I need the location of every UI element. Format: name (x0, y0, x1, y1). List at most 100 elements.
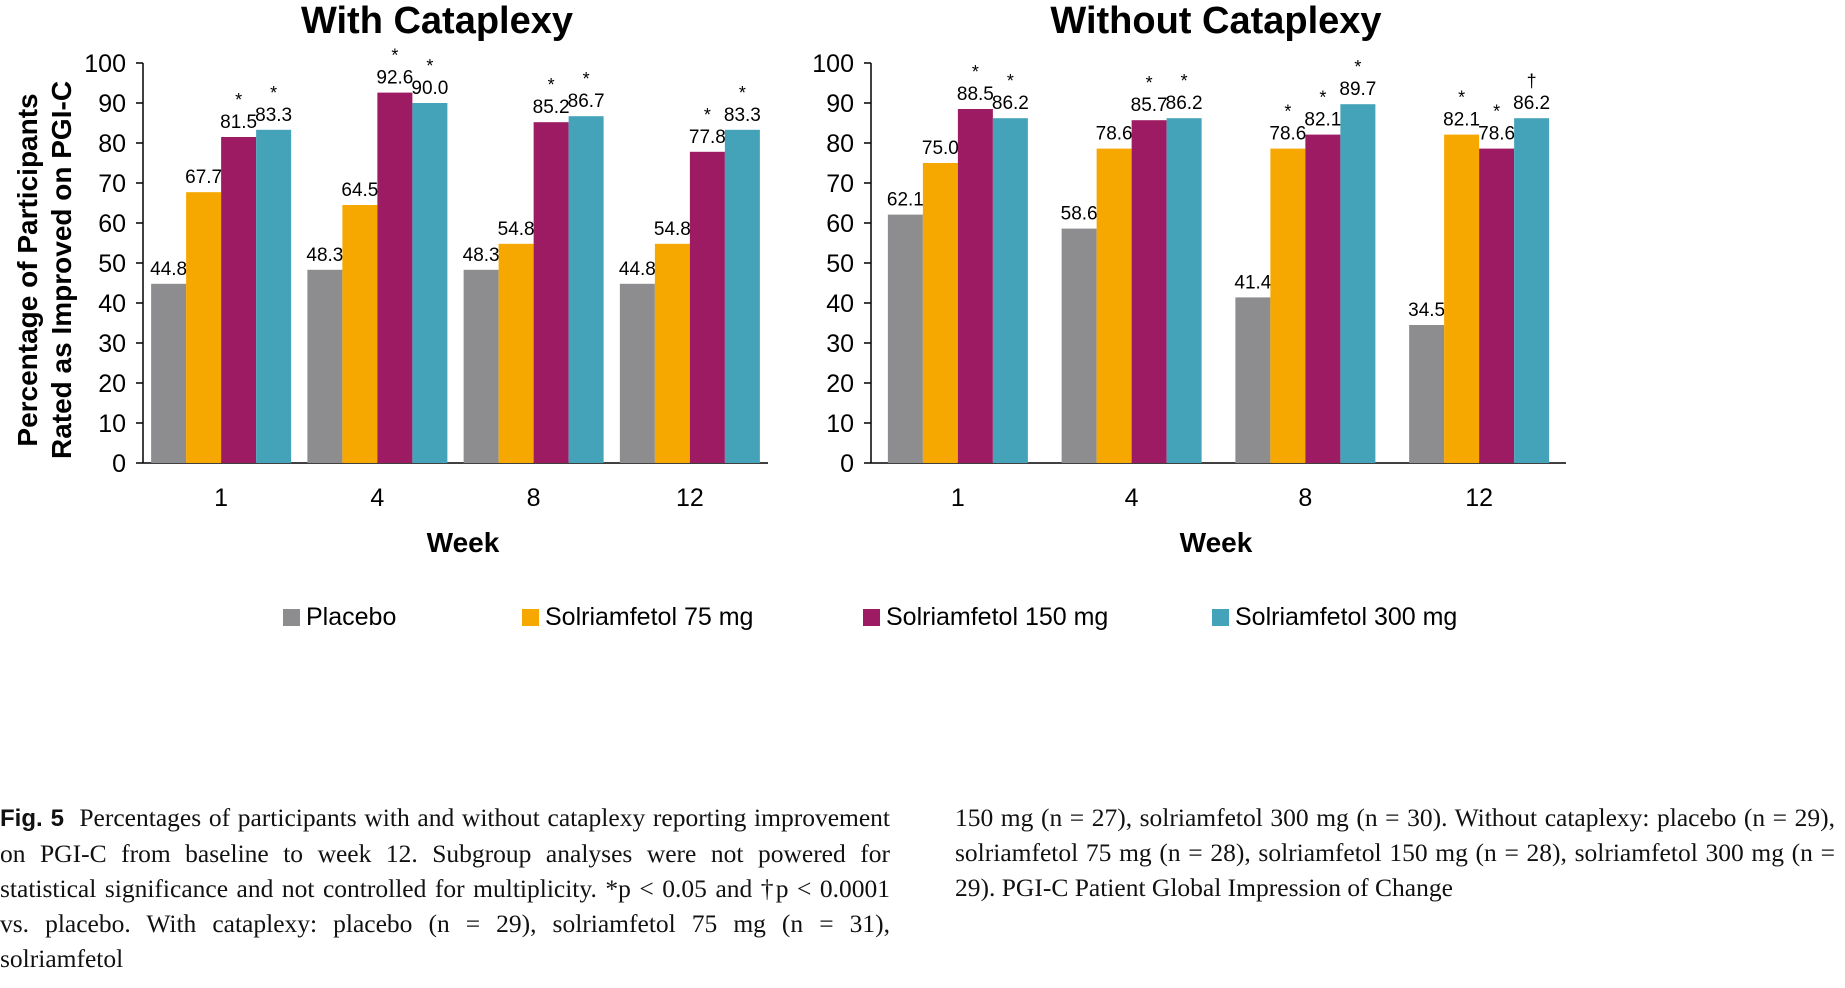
legend-label: Solriamfetol 150 mg (886, 603, 1108, 631)
panel2-ytick-label: 100 (812, 50, 854, 78)
panel1-y-axis-title-line: Rated as Improved on PGI-C (46, 81, 77, 459)
panel1-xtick-label: 8 (527, 484, 541, 512)
panel1-data-label: 44.8 (150, 259, 187, 280)
panel2-bar (1305, 134, 1341, 463)
figure-number: Fig. 5 (0, 805, 64, 832)
panel1-data-label: 83.3 (255, 105, 292, 126)
panel1-bar (498, 243, 534, 463)
panel2-bar (1096, 148, 1132, 463)
panel2-significance-mark: * (1458, 88, 1465, 108)
caption-left-text: Percentages of participants with and wit… (0, 803, 890, 973)
panel2-bar (1340, 104, 1376, 463)
panel2-ytick-label: 0 (840, 450, 854, 478)
panel1-ytick-label: 60 (98, 210, 126, 238)
panel2-bar (1131, 120, 1167, 463)
panel1-bar (221, 137, 257, 463)
panel1-bar (463, 269, 499, 463)
panel2-ytick-label: 90 (826, 90, 854, 118)
panel1-xtick-label: 12 (676, 484, 704, 512)
panel1-data-label: 64.5 (341, 180, 378, 201)
panel2-xtick-label: 8 (1298, 484, 1312, 512)
legend-swatch (522, 609, 539, 626)
panel2-significance-mark: * (1319, 88, 1326, 108)
panel1-y-axis-title: Percentage of Participants Rated as Impro… (12, 81, 77, 459)
panel2-bar (1166, 118, 1202, 463)
legend-label: Placebo (306, 603, 396, 631)
legend-swatch (283, 609, 300, 626)
panel2-significance-mark: † (1527, 71, 1537, 91)
panel2-data-label: 89.7 (1339, 79, 1376, 100)
panel2-ytick-label: 20 (826, 370, 854, 398)
panel1-data-label: 83.3 (724, 105, 761, 126)
panel1-data-label: 90.0 (411, 78, 448, 99)
panel2-xtick-label: 4 (1125, 484, 1139, 512)
panel1-data-label: 92.6 (376, 68, 413, 89)
panel2-data-label: 88.5 (957, 84, 994, 105)
panel2-data-label: 78.6 (1096, 124, 1133, 145)
panel1-title: With Cataplexy (301, 0, 573, 42)
panel2-data-label: 86.2 (1166, 93, 1203, 114)
panel1-ytick-label: 100 (84, 50, 126, 78)
panel1-significance-mark: * (548, 75, 555, 95)
panel2-significance-mark: * (1007, 71, 1014, 91)
panel2-data-label: 62.1 (887, 190, 924, 211)
panel2-data-label: 78.6 (1478, 124, 1515, 145)
panel1-ytick-label: 0 (112, 450, 126, 478)
panel2-ytick-label: 30 (826, 330, 854, 358)
panel1-ytick-label: 30 (98, 330, 126, 358)
panel1-bar (377, 92, 413, 463)
panel1-xtick-label: 4 (370, 484, 384, 512)
panel2-significance-mark: * (1354, 57, 1361, 77)
panel1-bar (342, 205, 378, 463)
panel1-significance-mark: * (583, 69, 590, 89)
panel1-significance-mark: * (270, 83, 277, 103)
panel1-data-label: 67.7 (185, 167, 222, 188)
panel2-ytick-label: 80 (826, 130, 854, 158)
caption-right: 150 mg (n = 27), solriamfetol 300 mg (n … (955, 800, 1835, 905)
panel1-data-label: 44.8 (619, 259, 656, 280)
panel2-significance-mark: * (1493, 102, 1500, 122)
panel1-ytick-label: 40 (98, 290, 126, 318)
panel2-bar (1514, 118, 1550, 463)
legend-label: Solriamfetol 300 mg (1235, 603, 1457, 631)
panel2-data-label: 82.1 (1304, 110, 1341, 131)
panel1-ytick-label: 90 (98, 90, 126, 118)
panel1-ytick-label: 70 (98, 170, 126, 198)
panel1-bar (256, 129, 292, 464)
panel1-data-label: 54.8 (498, 219, 535, 240)
panel1-bar (619, 283, 655, 463)
panel1-bar (689, 151, 725, 464)
panel2-data-label: 75.0 (922, 138, 959, 159)
panel1-significance-mark: * (235, 90, 242, 110)
panel1-data-label: 48.3 (306, 245, 343, 266)
panel2-data-label: 34.5 (1408, 300, 1445, 321)
panel2-ytick-label: 10 (826, 410, 854, 438)
panel1-ytick-label: 80 (98, 130, 126, 158)
panel2-data-label: 78.6 (1269, 124, 1306, 145)
panel1-data-label: 81.5 (220, 112, 257, 133)
panel2-significance-mark: * (1146, 73, 1153, 93)
panel1-data-label: 54.8 (654, 219, 691, 240)
panel2-bar (922, 163, 958, 463)
panel2-bar (992, 118, 1028, 463)
panel1-bar (654, 243, 690, 463)
panel2-x-axis-title: Week (1180, 527, 1253, 558)
panel2-significance-mark: * (1284, 102, 1291, 122)
figure: With Cataplexy0102030405060708090100144.… (12, 0, 1566, 631)
panel2-ytick-label: 70 (826, 170, 854, 198)
legend-label: Solriamfetol 75 mg (545, 603, 753, 631)
panel1-significance-mark: * (426, 56, 433, 76)
panel2-data-label: 41.4 (1234, 272, 1271, 293)
panel1-bar (412, 103, 448, 463)
panel1-significance-mark: * (391, 46, 398, 66)
panel1-ytick-label: 50 (98, 250, 126, 278)
panel2-xtick-label: 1 (951, 484, 965, 512)
panel2-bar (1235, 297, 1271, 463)
panel2-xtick-label: 12 (1465, 484, 1493, 512)
panel2-bar (1270, 148, 1306, 463)
panel2-title: Without Cataplexy (1050, 0, 1381, 42)
panel2-bar (1444, 134, 1480, 463)
panel2-data-label: 85.7 (1131, 95, 1168, 116)
panel2-bar (1409, 325, 1445, 463)
panel2-bar (1061, 228, 1097, 463)
